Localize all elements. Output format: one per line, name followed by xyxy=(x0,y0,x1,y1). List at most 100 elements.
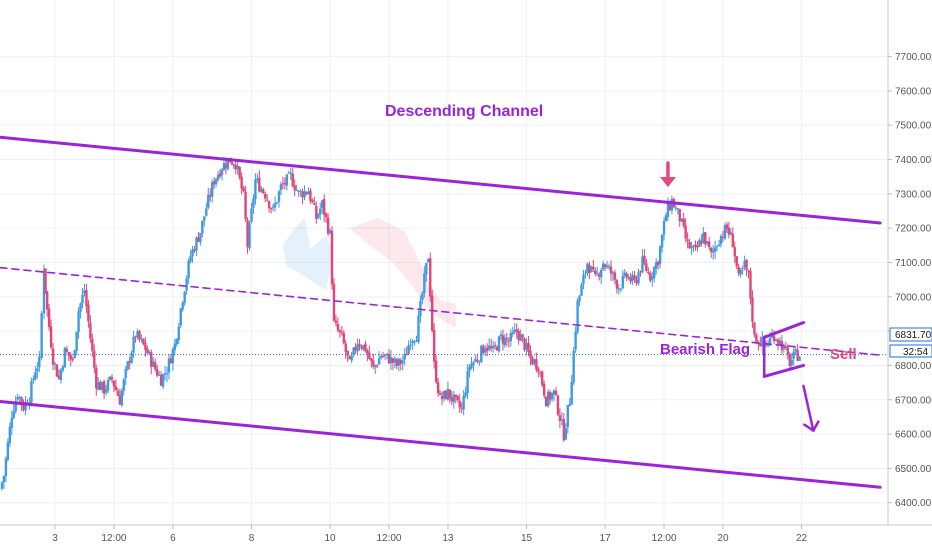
candle-body xyxy=(539,372,542,374)
candle-body xyxy=(637,272,640,284)
candle-body xyxy=(788,353,791,367)
candle-body xyxy=(694,244,697,247)
candle-body xyxy=(110,377,114,380)
candle-body xyxy=(399,360,402,364)
candle-body xyxy=(448,389,452,399)
y-tick-label: 7500.00 xyxy=(895,121,932,132)
candle-body xyxy=(136,331,139,338)
candle-body xyxy=(307,191,310,195)
candle-body xyxy=(73,350,76,359)
candle-body xyxy=(676,208,679,210)
candle-body xyxy=(42,269,46,314)
candle-body xyxy=(122,379,125,391)
y-tick-label: 6400.00 xyxy=(895,498,932,509)
candle-body xyxy=(654,262,658,269)
y-tick-label: 6600.00 xyxy=(895,430,932,441)
candle-body xyxy=(57,375,61,379)
candle-body xyxy=(615,280,619,289)
candle-body xyxy=(458,400,461,408)
candle-body xyxy=(169,358,173,364)
candle-body xyxy=(749,270,752,299)
candle-body xyxy=(609,266,613,274)
candle-body xyxy=(336,323,340,331)
candle-body xyxy=(0,482,4,489)
candle-body xyxy=(49,326,53,348)
candle-body xyxy=(598,274,601,277)
candle-body xyxy=(582,274,585,284)
candle-body xyxy=(407,345,410,355)
candle-body xyxy=(721,237,725,239)
x-tick-label: 8 xyxy=(249,533,255,544)
candle-body xyxy=(289,172,292,174)
channel-upper-line xyxy=(0,135,882,225)
candle-body xyxy=(556,395,560,415)
candle-body xyxy=(515,329,518,332)
candle-body xyxy=(205,208,208,216)
candle-body xyxy=(692,245,695,247)
candle-body xyxy=(303,191,306,198)
candle-body xyxy=(653,267,656,279)
candle-body xyxy=(338,330,342,332)
candle-body xyxy=(377,358,381,365)
candle-body xyxy=(311,199,314,203)
candle-body xyxy=(291,173,294,187)
candle-body xyxy=(14,400,17,412)
candle-body xyxy=(264,193,267,199)
candle-body xyxy=(132,336,135,353)
candle-body xyxy=(596,273,599,275)
candle-body xyxy=(356,344,359,352)
candle-body xyxy=(560,419,564,421)
candle-body xyxy=(370,358,373,361)
candle-body xyxy=(199,232,202,243)
candle-body xyxy=(360,347,363,349)
candle-body xyxy=(16,397,19,400)
candle-body xyxy=(285,174,289,186)
candle-body xyxy=(617,288,621,290)
candle-body xyxy=(374,365,377,368)
candle-body xyxy=(283,182,287,185)
candle-body xyxy=(393,358,397,363)
candle-body xyxy=(248,223,251,249)
candle-body xyxy=(387,354,391,364)
candle-body xyxy=(218,173,222,177)
candle-body xyxy=(195,237,198,251)
candle-body xyxy=(456,396,459,401)
candle-body xyxy=(570,381,573,405)
candle-body xyxy=(727,227,731,235)
candle-body xyxy=(446,388,450,400)
candle-body xyxy=(260,188,263,192)
candle-body xyxy=(656,261,660,265)
candle-body xyxy=(236,165,239,170)
candle-body xyxy=(383,354,387,356)
candle-body xyxy=(67,352,70,356)
y-axis: 7700.00 7600.00 7500.00 7400.00 7300.00 7200.… xyxy=(888,52,932,509)
candle-body xyxy=(706,241,709,244)
x-tick-label: 12:00 xyxy=(376,533,401,544)
candle-body xyxy=(464,392,467,397)
candle-body xyxy=(319,208,322,215)
price-tag: 6831.70 32:54 xyxy=(889,327,932,358)
candle-body xyxy=(354,347,357,351)
candle-body xyxy=(128,360,131,363)
candle-body xyxy=(79,303,82,312)
candle-body xyxy=(183,291,186,303)
candle-body xyxy=(594,270,597,274)
candle-body xyxy=(140,338,143,340)
x-tick-label: 12:00 xyxy=(652,533,677,544)
candle-body xyxy=(584,272,587,274)
candle-body xyxy=(403,354,406,360)
candle-body xyxy=(759,343,762,347)
candle-body xyxy=(599,269,603,278)
candle-body xyxy=(737,266,740,274)
candle-body xyxy=(301,191,304,198)
candle-body xyxy=(120,390,124,406)
candle-body xyxy=(342,333,346,344)
candle-body xyxy=(250,208,253,222)
channel-lower-line xyxy=(0,399,882,489)
candle-body xyxy=(179,308,182,326)
candle-body xyxy=(708,241,711,248)
candle-body xyxy=(682,218,685,226)
candle-body xyxy=(118,395,122,405)
candle-body xyxy=(20,397,23,404)
candle-body xyxy=(782,344,786,350)
